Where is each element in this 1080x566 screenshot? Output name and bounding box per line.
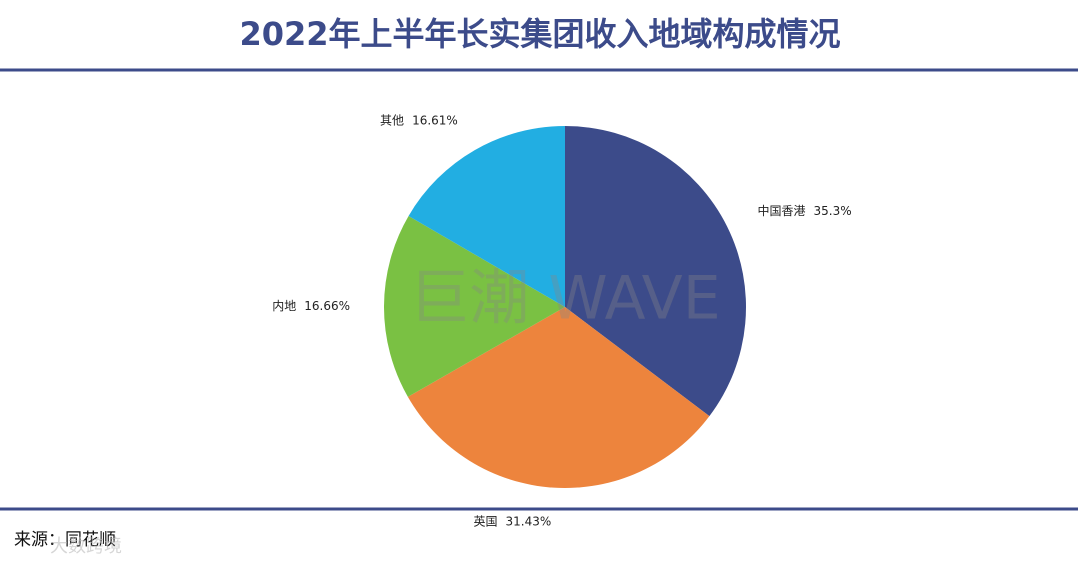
chart-title: 2022年上半年长实集团收入地域构成情况	[239, 15, 840, 53]
watermark: 巨潮 WAVE	[409, 264, 720, 334]
category-label: 中国香港	[757, 203, 805, 218]
value-label: 31.43%	[506, 514, 552, 528]
pie-slice	[407, 307, 710, 489]
value-label: 35.3%	[813, 204, 851, 218]
category-label: 英国	[474, 514, 498, 528]
value-label: 16.61%	[412, 113, 458, 127]
watermark: 大数跨境	[50, 536, 122, 557]
category-label: 其他	[380, 113, 404, 127]
data-label: 内地 16.66%	[272, 299, 350, 313]
category-label: 内地	[272, 299, 296, 313]
value-label: 16.66%	[304, 299, 350, 313]
data-label: 英国 31.43%	[474, 514, 552, 528]
pie-slice	[408, 125, 565, 307]
data-label: 其他 16.61%	[380, 113, 458, 127]
pie	[383, 125, 747, 489]
data-label: 中国香港 35.3%	[757, 203, 851, 218]
pie-slice	[383, 215, 565, 397]
source: 来源：同花顺	[14, 530, 116, 550]
pie-slice	[565, 126, 747, 417]
